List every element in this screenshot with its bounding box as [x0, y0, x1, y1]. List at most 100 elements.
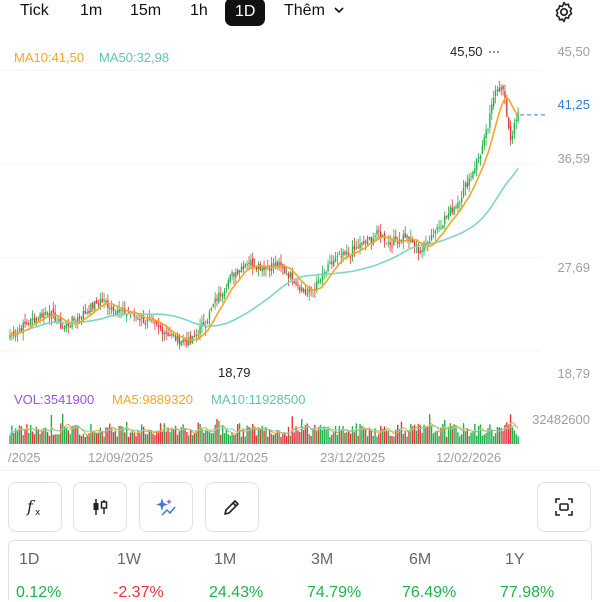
volume-bar [146, 434, 149, 444]
perf-label: 1M [214, 551, 237, 568]
volume-bar [99, 427, 102, 444]
y-tick-label: 36,59 [557, 151, 590, 166]
candle-body [26, 322, 28, 325]
volume-bar [466, 428, 469, 444]
volume-bar [63, 426, 66, 444]
candle-body [144, 323, 147, 325]
candle-body [432, 235, 435, 237]
candle-body [46, 313, 49, 315]
volume-bar [191, 435, 194, 444]
volume-bar [517, 436, 519, 444]
ai-sparkle-icon [156, 498, 176, 516]
volume-bar [71, 426, 73, 444]
volume-bar [188, 435, 190, 444]
volume-bar [242, 428, 245, 444]
volume-bar [485, 432, 487, 444]
volume-bar [110, 427, 113, 444]
candle-body [67, 323, 70, 326]
volume-bar [304, 424, 307, 444]
candle-body [9, 335, 11, 339]
candle-body [321, 273, 324, 280]
volume-bar [332, 431, 335, 444]
volume-bar [508, 424, 510, 444]
volume-bar [244, 436, 246, 444]
volume-bar [184, 427, 186, 444]
volume-bar [103, 436, 105, 444]
volume-bar [410, 423, 412, 444]
vol-ma10-legend: MA10:11928500 [211, 392, 305, 407]
chart-divider [0, 470, 600, 471]
volume-bar [203, 432, 205, 444]
candle-body [449, 207, 452, 216]
candle-body [430, 235, 433, 241]
tab-1d[interactable]: 1D [225, 0, 266, 26]
candle-body [415, 244, 418, 246]
gear-icon[interactable] [552, 0, 576, 24]
candle-body [468, 178, 470, 186]
volume-bar [342, 426, 344, 444]
timeframe-tabs: Tick 1m 15m 1h 1D Thêm [0, 0, 600, 32]
more-timeframes-button[interactable]: Thêm [284, 0, 345, 22]
candle-body [515, 120, 517, 122]
chart-type-button[interactable] [73, 482, 127, 532]
candle-body [189, 335, 192, 343]
volume-bar [237, 424, 239, 444]
draw-button[interactable] [205, 482, 259, 532]
ma10-legend: MA10:41,50 [14, 50, 84, 65]
volume-bar [421, 432, 423, 444]
candle-body [460, 197, 463, 202]
volume-bar [112, 432, 115, 444]
candle-body [417, 246, 420, 253]
tab-15m[interactable]: 15m [130, 2, 162, 19]
volume-bar [225, 429, 228, 444]
screenshot-button[interactable] [537, 482, 591, 532]
price-chart[interactable]: 45,50 41,25 36,59 27,69 18,79 45,50 18,7… [0, 38, 600, 468]
volume-bar [312, 428, 314, 444]
candle-body [137, 318, 139, 320]
volume-bar [33, 434, 36, 444]
volume-bar [152, 433, 154, 444]
candle-body [380, 231, 382, 239]
volume-bar [302, 429, 305, 444]
volume-bar [445, 436, 448, 444]
candle-body [203, 321, 205, 327]
ai-analysis-button[interactable] [139, 482, 193, 532]
volume-bar [378, 434, 380, 444]
volume-bar [306, 423, 309, 444]
volume-bar [195, 431, 198, 444]
candle-body [381, 234, 384, 237]
volume-bar [221, 426, 224, 444]
volume-bar [56, 434, 58, 444]
volume-bar [272, 434, 275, 444]
volume-bar [35, 426, 38, 444]
volume-bar [364, 429, 367, 444]
candle-body [300, 287, 303, 292]
candle-body [22, 322, 24, 333]
volume-bar [65, 427, 68, 444]
candle-body [220, 293, 222, 296]
candle-body [103, 299, 105, 301]
tab-tick[interactable]: Tick [20, 2, 49, 19]
volume-bar [93, 432, 96, 444]
volume-bar [359, 423, 361, 444]
candle-body [225, 288, 228, 290]
volume-bar [43, 428, 45, 444]
ma50-legend: MA50:32,98 [99, 50, 169, 65]
candle-body [265, 266, 267, 270]
volume-ma10-line [9, 424, 519, 436]
volume-bar [139, 433, 141, 444]
volume-bar [252, 424, 254, 444]
perf-value: 74.79% [307, 584, 362, 601]
candle-body [372, 238, 374, 245]
volume-bar [22, 435, 24, 444]
volume-bar [238, 423, 241, 444]
perf-value: -2.37% [113, 584, 164, 601]
volume-bar [169, 432, 171, 444]
tab-1m[interactable]: 1m [80, 2, 103, 19]
candle-body [462, 187, 465, 196]
tab-1h[interactable]: 1h [190, 2, 208, 19]
volume-bar [276, 429, 278, 444]
performance-summary: 1D 1W 1M 3M 6M 1Y 0.12% -2.37% 24.43% 74… [8, 540, 592, 601]
candle-body [86, 311, 88, 314]
